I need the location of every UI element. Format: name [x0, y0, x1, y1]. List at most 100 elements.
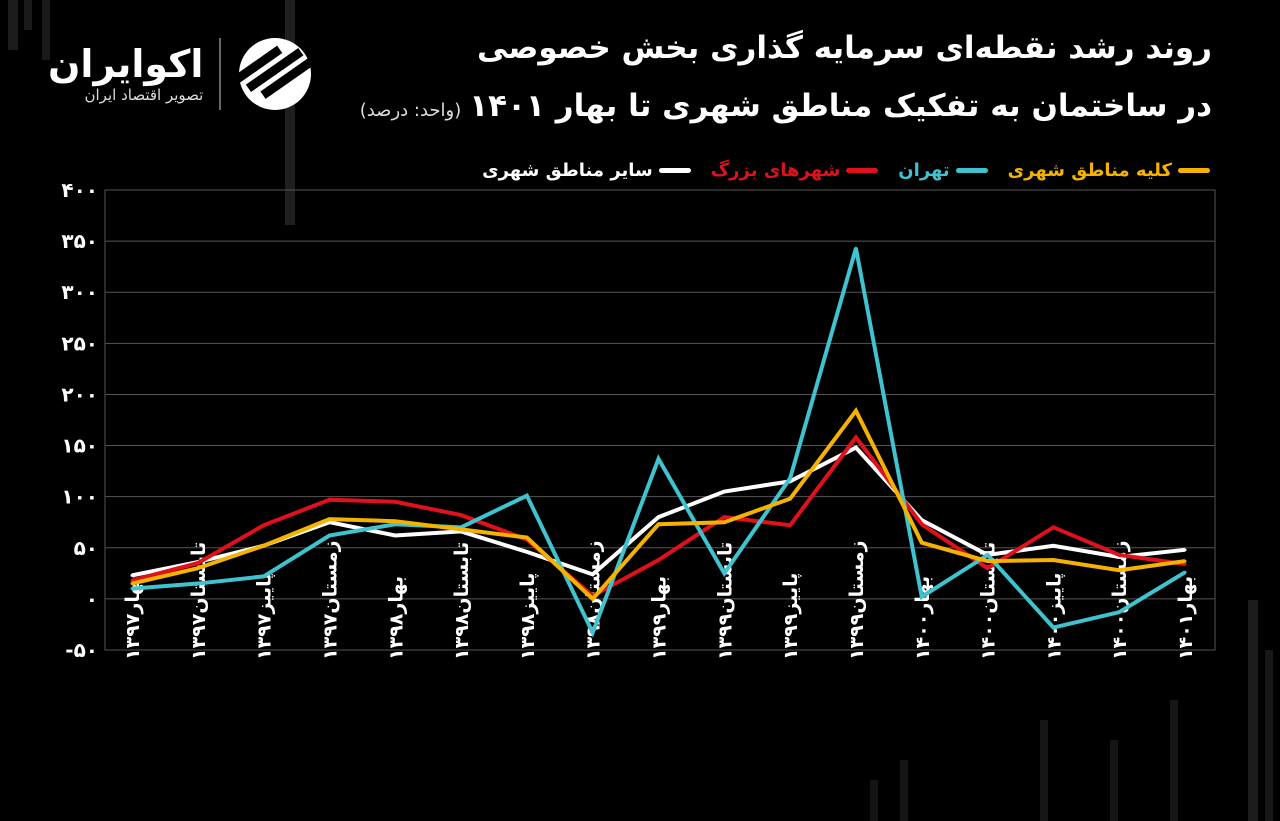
y-tick-label: ۱۰۰ — [61, 485, 98, 509]
y-tick-label: ۰ — [86, 587, 98, 611]
data-point — [459, 527, 463, 531]
x-tick-label: تابستان۱۴۰۰ — [978, 542, 1000, 660]
series-line-2 — [131, 247, 1187, 638]
data-point — [854, 409, 858, 413]
data-point — [986, 559, 990, 563]
data-point — [986, 566, 990, 570]
x-tick-label: پاییز۱۴۰۰ — [1043, 573, 1065, 660]
data-point — [722, 490, 726, 494]
data-point — [920, 595, 924, 599]
y-tick-label: ۳۰۰ — [61, 280, 98, 304]
data-point — [854, 435, 858, 439]
data-point — [327, 534, 331, 538]
data-point — [525, 536, 529, 540]
legend-item-tehran: تهران — [898, 160, 988, 181]
series-line-3 — [131, 407, 1186, 602]
x-tick-label: بهار۱۳۹۸ — [385, 576, 407, 660]
data-point — [854, 246, 858, 250]
data-point — [986, 553, 990, 557]
data-point — [327, 498, 331, 502]
x-tick-label: زمستان۱۳۹۹ — [846, 540, 868, 660]
chart-legend: کلیه مناطق شهری تهران شهرهای بزرگ سایر م… — [482, 160, 1210, 181]
data-point — [393, 522, 397, 526]
series-line-0 — [131, 445, 1186, 578]
unit-note: (واحد: درصد) — [359, 100, 462, 121]
data-point — [525, 550, 529, 554]
y-tick-label: -۵۰ — [65, 638, 98, 662]
data-point — [130, 578, 134, 582]
data-point — [1051, 544, 1055, 548]
data-point — [657, 558, 660, 562]
data-point — [657, 457, 660, 461]
data-point — [393, 500, 397, 504]
x-tick-label: پاییز۱۳۹۷ — [254, 573, 276, 660]
x-tick-label: بهار۱۳۹۷ — [122, 576, 144, 660]
data-point — [788, 497, 792, 501]
legend-swatch-all — [1178, 168, 1210, 173]
data-point — [1117, 568, 1121, 572]
chart-subtitle-line: در ساختمان به تفکیک مناطق شهری تا بهار ۱… — [360, 88, 1212, 124]
data-point — [657, 522, 660, 526]
legend-swatch-tehran — [955, 168, 988, 173]
data-point — [854, 446, 858, 450]
data-point — [1051, 558, 1055, 562]
data-point — [1183, 562, 1187, 566]
chart-title: روند رشد نقطه‌ای سرمایه گذاری بخش خصوصی — [477, 30, 1212, 66]
x-tick-label: بهار۱۴۰۱ — [1175, 576, 1197, 660]
x-tick-label: زمستان۱۳۹۷ — [319, 540, 341, 660]
data-point — [1051, 626, 1055, 630]
legend-swatch-big-cities — [846, 168, 879, 173]
data-point — [196, 561, 200, 565]
legend-label-other: سایر مناطق شهری — [482, 160, 653, 181]
x-tick-label: پاییز۱۳۹۹ — [780, 573, 802, 660]
x-tick-label: بهار۱۳۹۹ — [649, 576, 671, 660]
data-point — [920, 541, 924, 545]
brand-emblem-icon — [237, 38, 314, 110]
legend-label-big-cities: شهرهای بزرگ — [710, 160, 841, 181]
y-tick-label: ۲۵۰ — [61, 331, 98, 355]
legend-label-all: کلیه مناطق شهری — [1007, 160, 1172, 181]
x-tick-label: پاییز۱۳۹۸ — [517, 573, 539, 660]
legend-label-tehran: تهران — [898, 160, 950, 181]
brand-logo: اکوایران تصویر اقتصاد ایران — [48, 36, 314, 112]
y-tick-label: ۲۰۰ — [61, 382, 98, 406]
data-point — [920, 522, 924, 526]
data-point — [591, 572, 595, 576]
data-point — [130, 587, 134, 591]
legend-swatch-other — [658, 168, 691, 173]
data-point — [327, 517, 331, 521]
legend-item-other: سایر مناطق شهری — [482, 160, 691, 181]
data-point — [525, 494, 529, 498]
data-point — [657, 515, 660, 519]
data-point — [788, 523, 792, 527]
data-point — [1117, 610, 1121, 614]
y-tick-label: ۳۵۰ — [61, 229, 98, 253]
y-tick-label: ۴۰۰ — [61, 178, 98, 202]
data-point — [722, 515, 726, 519]
data-point — [722, 571, 726, 575]
data-point — [393, 519, 397, 523]
logo-divider — [219, 38, 222, 110]
chart-subtitle: در ساختمان به تفکیک مناطق شهری تا بهار ۱… — [469, 88, 1212, 124]
legend-item-all: کلیه مناطق شهری — [1008, 160, 1210, 181]
data-point — [1117, 553, 1121, 557]
data-point — [262, 523, 266, 527]
data-point — [393, 534, 397, 538]
y-tick-label: ۵۰ — [74, 536, 98, 560]
data-point — [1183, 570, 1187, 574]
data-point — [459, 513, 463, 517]
data-point — [722, 520, 726, 524]
data-point — [196, 582, 200, 586]
data-point — [591, 597, 595, 601]
data-point — [591, 631, 595, 635]
x-tick-label: بهار۱۴۰۰ — [912, 576, 934, 660]
x-tick-label: تابستان۱۳۹۸ — [451, 542, 473, 660]
y-tick-label: ۱۵۰ — [61, 434, 98, 458]
data-point — [262, 574, 266, 578]
brand-name: اکوایران — [48, 42, 204, 87]
data-point — [130, 573, 134, 577]
data-point — [262, 544, 266, 548]
data-point — [1183, 559, 1187, 563]
data-point — [130, 582, 134, 586]
